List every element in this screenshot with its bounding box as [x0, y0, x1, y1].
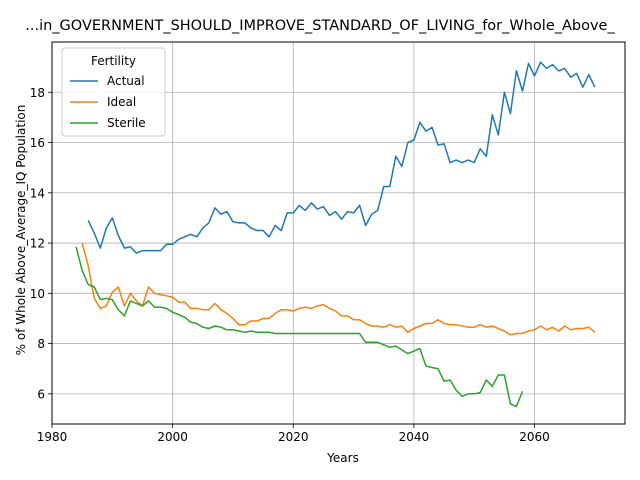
y-tick-label: 16	[30, 136, 45, 150]
legend: Fertility Actual Ideal Sterile	[61, 47, 166, 137]
y-tick-label: 6	[37, 387, 45, 401]
legend-title: Fertility	[91, 54, 136, 68]
chart-title: ...in_GOVERNMENT_SHOULD_IMPROVE_STANDARD…	[25, 18, 615, 34]
axis-ticks: 1980 2000 2020 2040 2060 6 8 10 12 14 16 18	[30, 86, 550, 444]
series-line-sterile	[75, 246, 524, 408]
y-tick-label: 14	[30, 186, 45, 200]
x-tick-label: 2040	[399, 430, 430, 444]
legend-entry: Actual	[107, 74, 145, 88]
y-tick-label: 12	[30, 237, 45, 251]
grid	[51, 42, 625, 424]
series-lines	[75, 61, 596, 408]
legend-box	[61, 47, 166, 137]
legend-entry: Ideal	[107, 95, 136, 109]
y-tick-label: 10	[30, 287, 45, 301]
x-tick-label: 2000	[157, 430, 188, 444]
y-axis-label: % of Whole Above_Average_IQ Population	[14, 105, 28, 356]
x-tick-label: 1980	[37, 430, 68, 444]
y-tick-label: 8	[37, 337, 45, 351]
plot-frame	[51, 41, 626, 425]
series-line-ideal	[81, 242, 596, 336]
x-tick-label: 2060	[519, 430, 550, 444]
series-line-actual	[87, 61, 596, 254]
y-tick-label: 18	[30, 86, 45, 100]
x-tick-label: 2020	[278, 430, 309, 444]
legend-entry: Sterile	[107, 116, 146, 130]
x-axis-label: Years	[326, 451, 359, 465]
